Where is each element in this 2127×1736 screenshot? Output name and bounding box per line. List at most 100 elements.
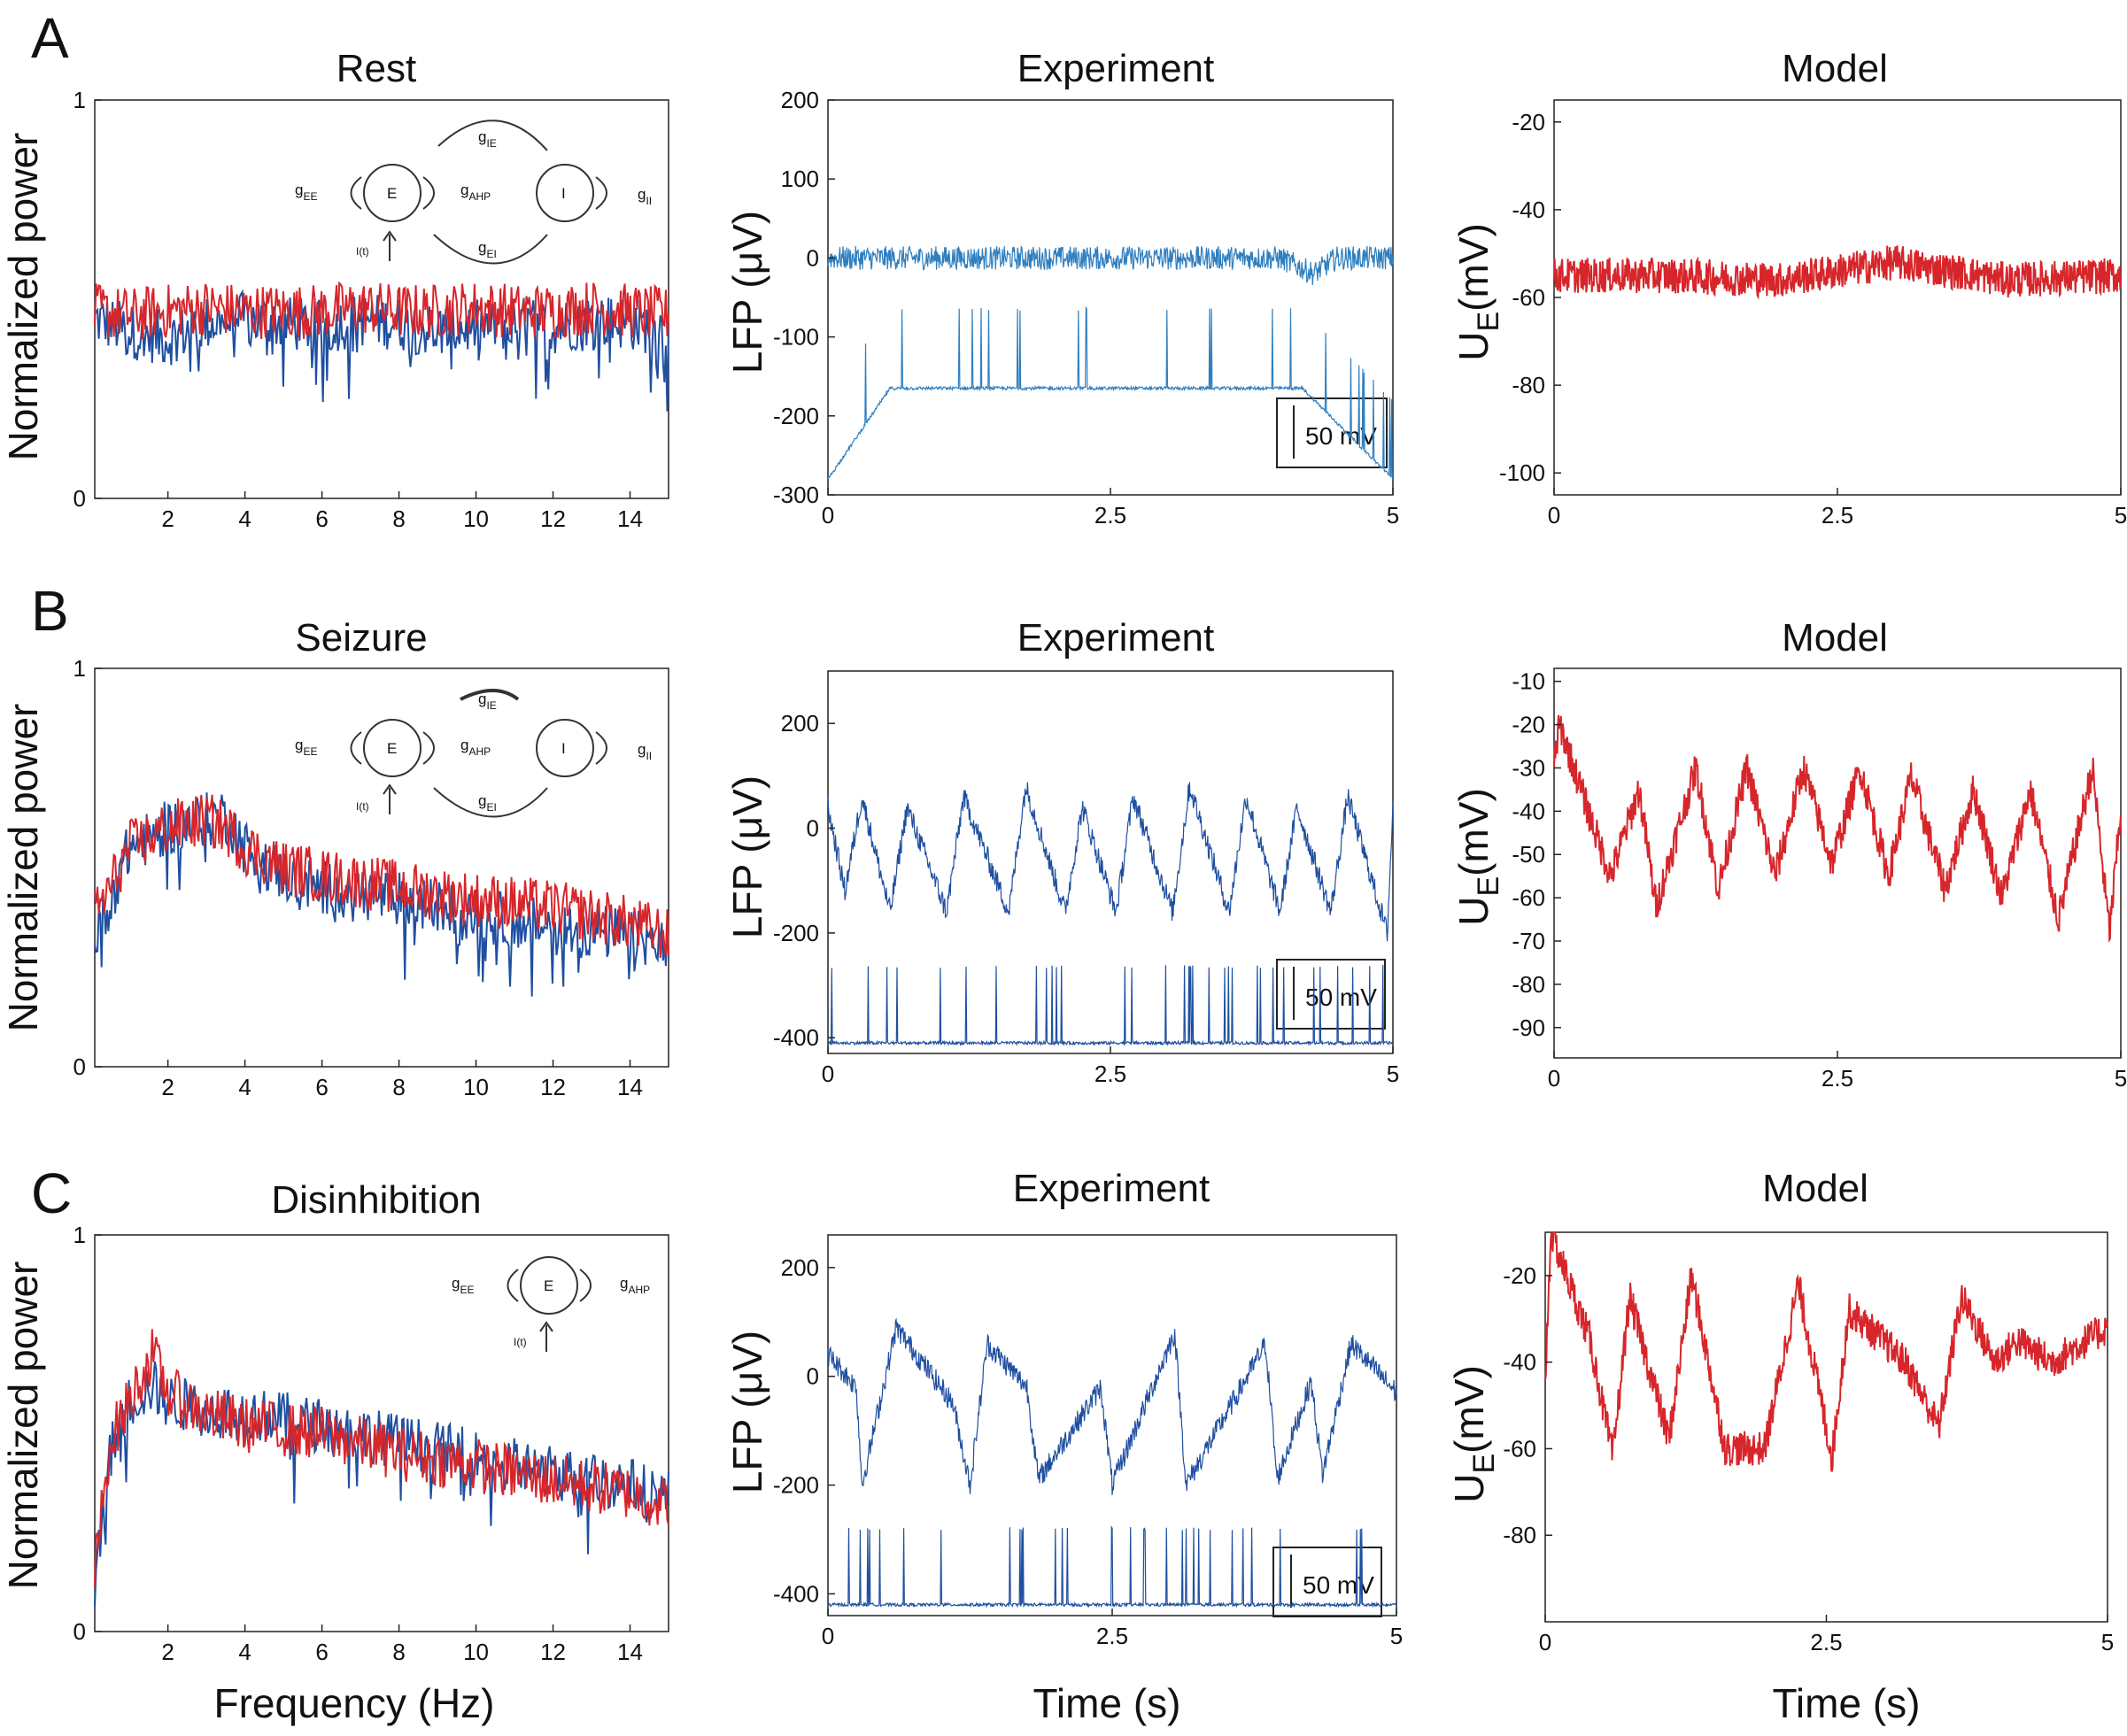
scalebar-b: 50 mV bbox=[1276, 959, 1386, 1030]
y-tick-label: 1 bbox=[73, 655, 86, 682]
ylabel-a-model: UE(mV) bbox=[1450, 223, 1505, 361]
diagram-b-gee: gEE bbox=[295, 737, 317, 758]
diagram-c-gee: gEE bbox=[452, 1275, 474, 1296]
ylabel-a-spectrum: Normalized power bbox=[0, 133, 46, 461]
x-tick-label: 6 bbox=[315, 1074, 328, 1100]
plot-frame bbox=[94, 667, 669, 1068]
x-tick-label: 12 bbox=[540, 1074, 566, 1100]
x-tick-label: 0 bbox=[1548, 502, 1560, 529]
x-tick-label: 12 bbox=[540, 1639, 566, 1665]
x-tick-label: 10 bbox=[463, 1074, 489, 1100]
x-tick-label: 0 bbox=[1548, 1065, 1560, 1092]
y-tick-label: -400 bbox=[773, 1024, 819, 1051]
circuit-diagram-b: E I gEE gAHP gIE gEI gII I(t) bbox=[295, 689, 652, 818]
series-line-1 bbox=[1544, 1231, 2108, 1472]
y-tick-label: -60 bbox=[1503, 1435, 1536, 1462]
series-line-2 bbox=[94, 794, 669, 959]
y-tick-label: -200 bbox=[773, 403, 819, 429]
y-tick-label: -60 bbox=[1512, 884, 1545, 911]
diagram-b-input: I(t) bbox=[356, 800, 369, 813]
y-tick-label: -80 bbox=[1512, 971, 1545, 998]
x-tick-label: 0 bbox=[822, 502, 834, 529]
x-tick-label: 14 bbox=[617, 1074, 643, 1100]
y-tick-label: -30 bbox=[1512, 754, 1545, 781]
y-tick-label: -20 bbox=[1503, 1262, 1536, 1289]
plot-frame bbox=[1553, 667, 2122, 1059]
y-tick-label: -40 bbox=[1503, 1349, 1536, 1376]
y-tick-label: 200 bbox=[781, 1254, 819, 1281]
x-tick-label: 2.5 bbox=[1094, 502, 1126, 529]
diagram-c-gahp: gAHP bbox=[620, 1275, 650, 1296]
y-tick-label: -80 bbox=[1512, 372, 1545, 398]
diagram-a-gei: gEI bbox=[478, 239, 497, 260]
y-tick-label: -300 bbox=[773, 482, 819, 508]
scalebar-a-label: 50 mV bbox=[1305, 422, 1377, 450]
ylabel-b-experiment: LFP (μV) bbox=[724, 775, 770, 938]
y-tick-label: 1 bbox=[73, 1222, 86, 1248]
ylabel-c-model: UE(mV) bbox=[1446, 1365, 1501, 1503]
chart-c-spectrum: 2 4 6 8 10 12 14 0 1 bbox=[73, 1222, 669, 1665]
y-tick-label: -10 bbox=[1512, 668, 1545, 695]
chart-b-experiment: 0 2.5 5 -400 -200 0 200 bbox=[773, 670, 1399, 1087]
y-tick-label: 0 bbox=[807, 1363, 819, 1390]
ylabel-a-experiment: LFP (μV) bbox=[724, 211, 770, 374]
xlabel-c-model: Time (s) bbox=[1773, 1680, 1921, 1726]
diagram-a-input: I(t) bbox=[356, 245, 369, 258]
y-tick-label: 200 bbox=[781, 87, 819, 113]
series-line-1 bbox=[94, 792, 669, 997]
diagram-a-gee: gEE bbox=[295, 181, 317, 203]
title-a-spectrum: Rest bbox=[336, 47, 416, 90]
x-tick-label: 14 bbox=[617, 505, 643, 532]
diagram-a-gii: gII bbox=[638, 186, 652, 207]
chart-a-spectrum: 2 4 6 8 10 12 14 0 1 bbox=[73, 87, 669, 532]
y-tick-label: 1 bbox=[73, 87, 86, 113]
y-tick-label: -100 bbox=[1499, 459, 1545, 486]
title-b-spectrum: Seizure bbox=[295, 616, 427, 660]
x-tick-label: 6 bbox=[315, 1639, 328, 1665]
y-tick-label: -400 bbox=[773, 1580, 819, 1607]
x-tick-label: 12 bbox=[540, 505, 566, 532]
x-tick-label: 5 bbox=[2115, 1065, 2127, 1092]
series-line-1 bbox=[94, 289, 669, 412]
y-tick-label: -20 bbox=[1512, 109, 1545, 135]
plot-frame bbox=[1553, 99, 2122, 496]
y-tick-label: -200 bbox=[773, 920, 819, 946]
y-tick-label: -40 bbox=[1512, 798, 1545, 824]
xlabel-c-spectrum: Frequency (Hz) bbox=[214, 1680, 495, 1726]
ylabel-c-spectrum: Normalized power bbox=[0, 1261, 46, 1590]
diagram-a-node-e: E bbox=[387, 185, 397, 202]
chart-a-model: 0 2.5 5 -100 -80 -60 -40 -20 bbox=[1499, 99, 2127, 529]
y-tick-label: 0 bbox=[73, 485, 86, 512]
title-c-experiment: Experiment bbox=[1013, 1167, 1210, 1210]
title-c-spectrum: Disinhibition bbox=[271, 1178, 481, 1222]
xlabel-c-experiment: Time (s) bbox=[1033, 1680, 1181, 1726]
x-tick-label: 5 bbox=[1390, 1623, 1403, 1649]
title-a-experiment: Experiment bbox=[1017, 47, 1215, 90]
y-tick-label: 100 bbox=[781, 166, 819, 192]
chart-b-spectrum: 2 4 6 8 10 12 14 0 1 bbox=[73, 655, 669, 1100]
plot-frame bbox=[94, 1234, 669, 1632]
x-tick-label: 5 bbox=[1387, 502, 1399, 529]
chart-a-experiment: 0 2.5 5 -300 -200 -100 0 100 200 bbox=[773, 87, 1399, 529]
diagram-b-gie: gIE bbox=[478, 691, 497, 712]
diagram-b-gei: gEI bbox=[478, 792, 497, 814]
x-tick-label: 4 bbox=[238, 1639, 251, 1665]
x-tick-label: 5 bbox=[2115, 502, 2127, 529]
scalebar-b-label: 50 mV bbox=[1305, 984, 1377, 1011]
diagram-b-node-e: E bbox=[387, 740, 397, 757]
x-tick-label: 2.5 bbox=[1810, 1629, 1842, 1655]
y-tick-label: -40 bbox=[1512, 197, 1545, 223]
y-tick-label: 0 bbox=[73, 1618, 86, 1645]
x-tick-label: 4 bbox=[238, 505, 251, 532]
row-letter-c: C bbox=[31, 1161, 72, 1225]
series-line-2 bbox=[827, 1525, 1397, 1609]
y-tick-label: 200 bbox=[781, 710, 819, 737]
x-tick-label: 5 bbox=[1387, 1061, 1399, 1087]
x-tick-label: 8 bbox=[392, 1639, 405, 1665]
series-line-2 bbox=[94, 281, 669, 340]
y-tick-label: -60 bbox=[1512, 284, 1545, 311]
y-tick-label: 0 bbox=[807, 244, 819, 271]
x-tick-label: 2.5 bbox=[1821, 502, 1853, 529]
